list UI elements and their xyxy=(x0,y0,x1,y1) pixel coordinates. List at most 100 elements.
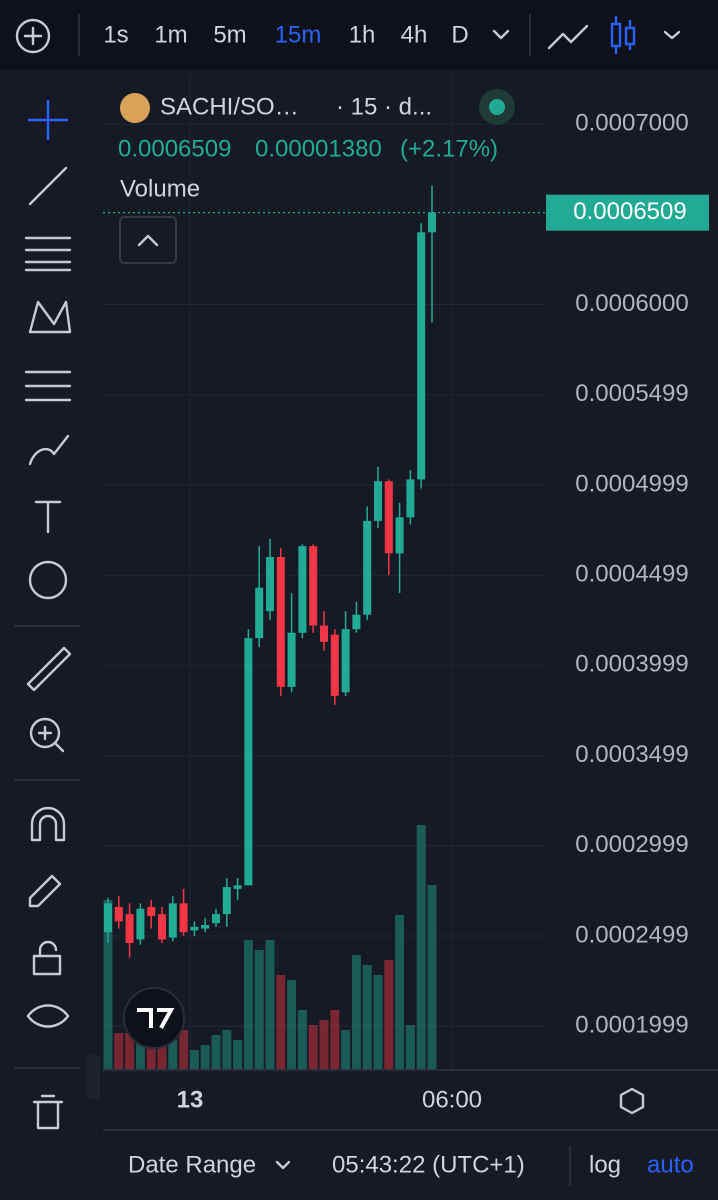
y-tick-label: 0.0006000 xyxy=(575,290,688,317)
log-toggle[interactable]: log xyxy=(589,1151,621,1178)
add-button[interactable] xyxy=(15,18,51,54)
collapse-legend-button[interactable] xyxy=(119,216,177,264)
top-toolbar xyxy=(0,0,718,70)
lock-drawing-tool[interactable] xyxy=(28,874,62,908)
volume-bar xyxy=(351,955,361,1070)
candle-body xyxy=(352,614,361,630)
volume-bar xyxy=(405,1025,415,1070)
legend-change-pct: (+2.17%) xyxy=(400,135,498,162)
candle-body xyxy=(266,556,274,612)
candle-body xyxy=(201,924,210,929)
volume-bar xyxy=(416,825,426,1070)
volume-bar xyxy=(179,1030,189,1070)
settings-button[interactable] xyxy=(619,1087,645,1115)
chart-type-dropdown[interactable] xyxy=(663,30,681,40)
emoji-tool[interactable] xyxy=(28,560,68,600)
left-toolbar xyxy=(0,70,95,1200)
unlock-tool[interactable] xyxy=(32,940,62,976)
volume-bar xyxy=(362,965,372,1070)
status-dot xyxy=(489,99,505,115)
volume-bar xyxy=(125,1033,135,1070)
legend-change: 0.00001380 xyxy=(255,135,382,162)
interval-dropdown[interactable] xyxy=(492,29,510,40)
token-avatar xyxy=(120,93,150,123)
volume-bar xyxy=(189,1050,199,1070)
crosshair-tool[interactable] xyxy=(28,100,68,140)
magnet-tool[interactable] xyxy=(30,806,66,842)
volume-bar xyxy=(135,1040,145,1070)
collapse-handle[interactable] xyxy=(86,1055,100,1099)
candle-body xyxy=(330,634,339,696)
text-tool[interactable] xyxy=(34,500,62,534)
delete-tool[interactable] xyxy=(32,1094,64,1130)
interval[interactable]: 1s xyxy=(103,21,128,48)
drawing-tools xyxy=(14,100,80,1130)
interval[interactable]: 15m xyxy=(275,21,322,48)
x-label: 06:00 xyxy=(422,1086,482,1113)
volume-bar xyxy=(243,940,253,1070)
date-range-dropdown xyxy=(275,1160,291,1170)
candle-body xyxy=(320,625,328,642)
volume-bar xyxy=(427,885,437,1070)
y-tick-label: 0.0005499 xyxy=(575,380,688,407)
candle-body xyxy=(309,546,318,626)
line-chart-icon[interactable] xyxy=(547,24,589,50)
x-label: 13 xyxy=(177,1086,204,1113)
candle-body xyxy=(147,906,156,916)
symbol-meta: · 15 · d... xyxy=(336,93,432,120)
trendline-tool[interactable] xyxy=(28,166,68,206)
y-tick-label: 0.0001999 xyxy=(575,1012,688,1039)
tradingview-logo[interactable] xyxy=(123,987,185,1049)
zoom-icon xyxy=(37,725,65,753)
volume-bar xyxy=(222,1030,232,1070)
interval[interactable]: 5m xyxy=(213,21,246,48)
date-range[interactable]: Date Range xyxy=(128,1151,256,1178)
candle-body xyxy=(233,885,242,889)
volume-bar xyxy=(157,1040,167,1070)
volume-bar xyxy=(103,900,113,1070)
visibility-tool[interactable] xyxy=(26,1004,70,1028)
candle-body xyxy=(125,914,134,944)
volume-bar xyxy=(146,1030,156,1070)
volume-bar xyxy=(276,975,286,1070)
candle-body xyxy=(428,212,436,233)
interval[interactable]: 1m xyxy=(154,21,187,48)
volume-bar xyxy=(384,960,394,1070)
interval[interactable]: 4h xyxy=(401,21,428,48)
last-price-label: 0.0006509 xyxy=(573,198,686,225)
candle-body xyxy=(374,481,382,521)
prediction-tool[interactable] xyxy=(24,370,72,402)
volume-bar xyxy=(395,915,405,1070)
volume-bar xyxy=(287,980,297,1070)
y-tick-label: 0.0004499 xyxy=(575,561,688,588)
candle-body xyxy=(406,479,415,518)
candle-body xyxy=(417,232,426,480)
y-tick-label: 0.0007000 xyxy=(575,109,688,136)
candle-icon[interactable] xyxy=(610,16,636,54)
candle-body xyxy=(158,914,166,940)
volume-bar xyxy=(319,1020,329,1070)
y-tick-label: 0.0003499 xyxy=(575,741,688,768)
interval[interactable]: D xyxy=(451,21,468,48)
candle-body xyxy=(341,629,350,693)
pattern-tool[interactable] xyxy=(28,300,72,334)
volume-label: Volume xyxy=(120,175,200,202)
candle-body xyxy=(104,903,112,933)
brush-tool[interactable] xyxy=(28,434,70,466)
interval[interactable]: 1h xyxy=(349,21,376,48)
candle-icon-wicks xyxy=(614,16,632,54)
chevron-up xyxy=(137,234,159,247)
ruler-tool[interactable] xyxy=(26,646,72,692)
legend-price: 0.0006509 xyxy=(118,135,231,162)
volume-bar xyxy=(330,1010,340,1070)
fib-tool[interactable] xyxy=(24,236,72,272)
zoom-tool[interactable] xyxy=(29,717,61,749)
volume-bar xyxy=(373,975,383,1070)
symbol: SACHI/SO… xyxy=(160,93,299,120)
candle-body xyxy=(298,546,307,633)
y-tick-label: 0.0003999 xyxy=(575,651,688,678)
candle-body xyxy=(168,903,177,938)
volume-bar xyxy=(265,940,275,1070)
auto-toggle[interactable]: auto xyxy=(647,1151,694,1178)
candle-body xyxy=(395,517,404,554)
